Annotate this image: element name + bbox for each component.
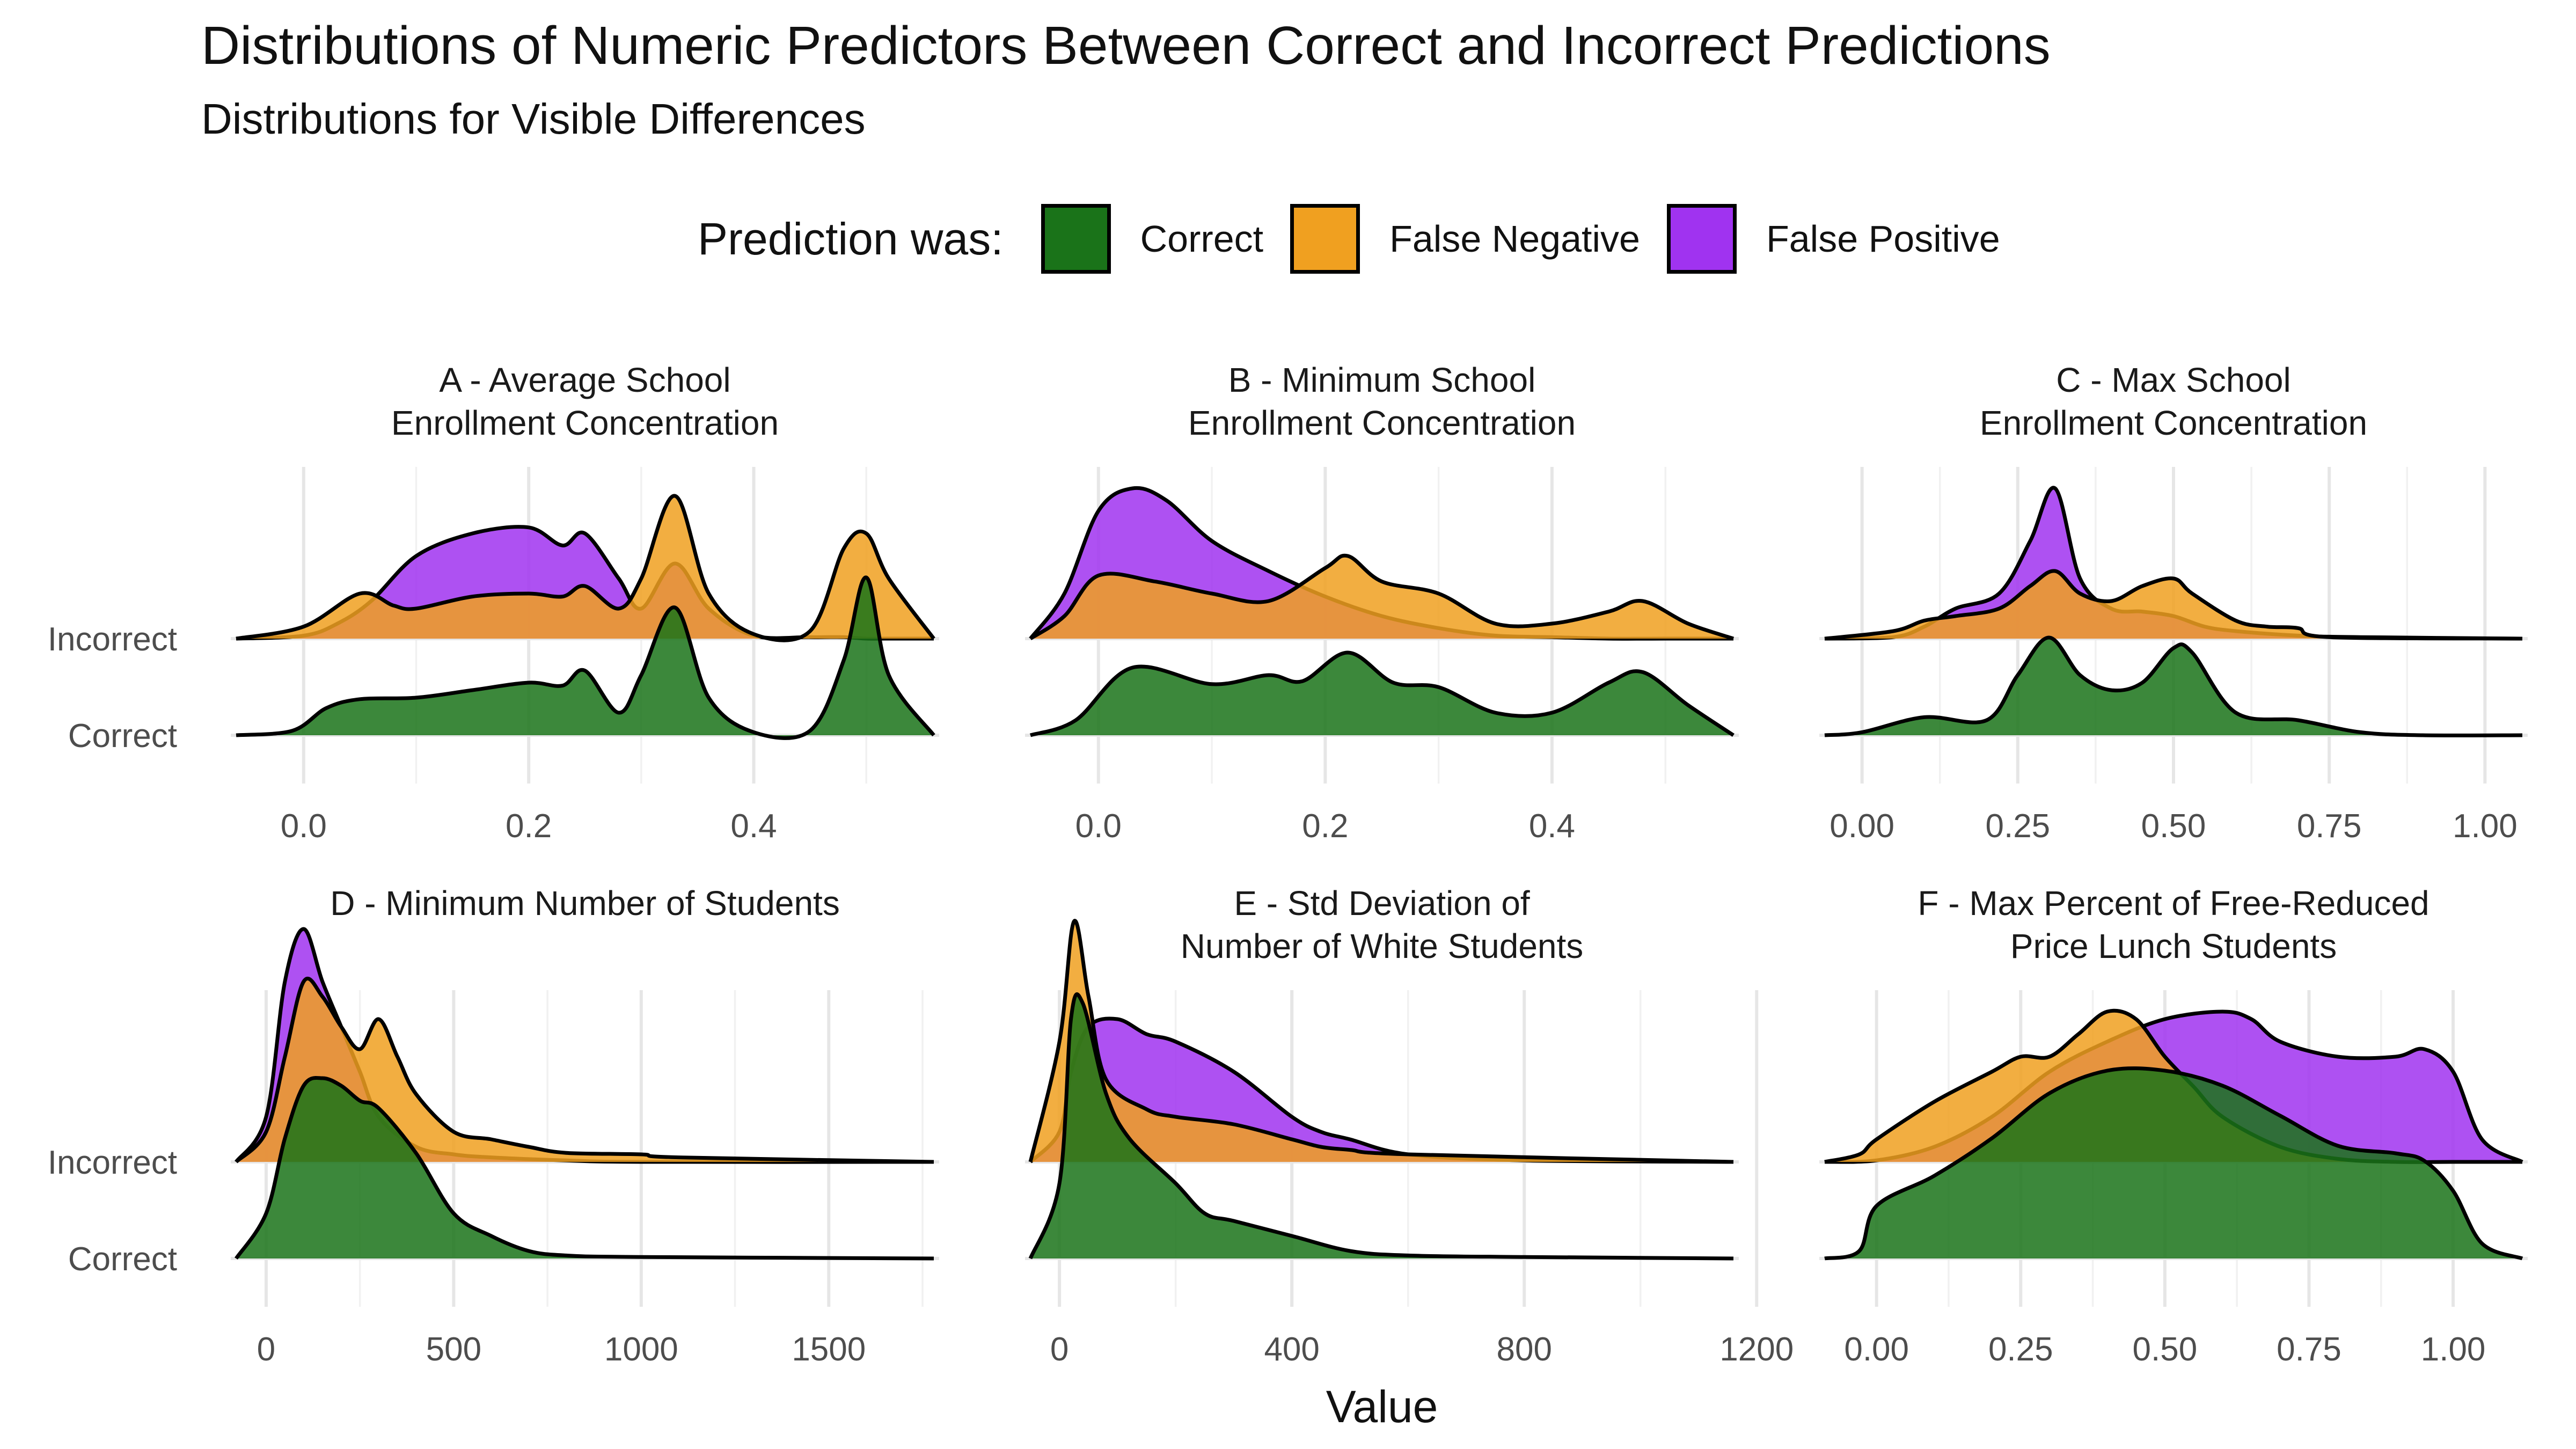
x-tick-label: 0.4 [1529, 808, 1575, 845]
x-tick-label: 0 [1050, 1331, 1069, 1368]
facet-title-line: Price Lunch Students [2010, 927, 2337, 965]
ridge-area-false-positive [1825, 487, 2522, 639]
ridge-line-false-negative [235, 976, 934, 1164]
facet-title-line: F - Max Percent of Free-Reduced [1918, 884, 2429, 923]
legend-item-false-negative: False Negative [1290, 204, 1640, 274]
ridge-area-false-negative [236, 978, 934, 1162]
ridge-line-correct [1028, 992, 1734, 1261]
legend-label-correct: Correct [1140, 218, 1264, 260]
ridge-line-false-negative [1029, 553, 1735, 641]
facet-title-line: Enrollment Concentration [1188, 404, 1576, 442]
ridge-area-correct [1030, 994, 1733, 1258]
x-tick-label: 0.0 [1075, 808, 1122, 845]
y-tick-label-incorrect: Incorrect [48, 1144, 177, 1181]
panel-f-max-percent-of-free-reduced-price-lunch-students: F - Max Percent of Free-Reduced Price Lun… [1819, 884, 2528, 1368]
x-tick-label: 500 [426, 1331, 481, 1368]
legend-key-false-negative [1290, 204, 1360, 274]
x-tick-label: 0.2 [506, 808, 552, 845]
panel-a-average-school-enrollment-concentration: A - Average School Enrollment Concentrati… [231, 361, 939, 845]
ridge-area-correct [1030, 652, 1733, 735]
ridge-area-correct [1825, 638, 2522, 736]
x-tick-label: 0.50 [2141, 808, 2206, 845]
x-tick-label: 0.00 [1829, 808, 1894, 845]
x-tick-label: 0.75 [2277, 1331, 2341, 1368]
ridge-line-correct [235, 1075, 934, 1261]
legend-label-false-positive: False Positive [1766, 218, 2000, 260]
ridge-line-correct [1029, 650, 1735, 737]
x-tick-label: 0.0 [281, 808, 327, 845]
ridge-line-correct [1824, 1066, 2523, 1261]
facet-title-line: A - Average School [439, 361, 730, 399]
y-tick-label-correct: Correct [68, 1241, 177, 1278]
x-tick-label: 0 [257, 1331, 275, 1368]
x-tick-label: 0.4 [730, 808, 777, 845]
ridge-area-false-negative [1030, 555, 1733, 639]
legend-label-false-negative: False Negative [1389, 218, 1640, 260]
ridge-line-correct [236, 575, 935, 740]
legend-key-false-positive [1666, 204, 1737, 274]
x-tick-label: 0.2 [1302, 808, 1348, 845]
y-tick-label-correct: Correct [68, 718, 177, 755]
x-tick-label: 1200 [1719, 1331, 1794, 1368]
facet-title-line: C - Max School [2056, 361, 2290, 399]
legend-key-correct [1041, 204, 1111, 274]
x-tick-label: 1.00 [2453, 808, 2518, 845]
legend: Prediction was: Correct False Negative F… [698, 199, 2027, 279]
ridge-line-false-negative [1824, 569, 2523, 641]
x-tick-label: 0.25 [1988, 1331, 2053, 1368]
x-tick-label: 0.25 [1985, 808, 2050, 845]
legend-title: Prediction was: [698, 213, 1004, 264]
ridge-line-correct [1824, 635, 2523, 737]
x-tick-label: 0.00 [1844, 1331, 1909, 1368]
ridge-area-correct [1825, 1068, 2522, 1258]
ridge-area-correct [236, 1078, 934, 1258]
facet-title-line: D - Minimum Number of Students [330, 884, 840, 923]
x-tick-label: 1500 [792, 1331, 866, 1368]
chart-subtitle: Distributions for Visible Differences [201, 95, 866, 143]
legend-item-false-positive: False Positive [1666, 204, 2000, 274]
chart-title: Distributions of Numeric Predictors Betw… [201, 16, 2051, 76]
x-tick-label: 0.50 [2133, 1331, 2198, 1368]
ridge-area-correct [236, 577, 934, 738]
x-tick-label: 1000 [604, 1331, 678, 1368]
facet-title-line: Enrollment Concentration [1980, 404, 2367, 442]
ridge-line-false-negative [1028, 919, 1734, 1164]
panel-e-std-deviation-of-number-of-white-students: E - Std Deviation of Number of White Stud… [1025, 884, 1794, 1368]
ridge-line-false-negative [236, 494, 935, 642]
x-axis-title: Value [1326, 1381, 1438, 1432]
panel-c-max-school-enrollment-concentration: C - Max School Enrollment Concentration 0.… [1819, 361, 2528, 845]
facet-title-line: B - Minimum School [1228, 361, 1536, 399]
panel-b-minimum-school-enrollment-concentration: B - Minimum School Enrollment Concentrati… [1025, 361, 1739, 845]
ridge-area-false-negative [1825, 570, 2522, 639]
facet-title-line: Number of White Students [1181, 927, 1584, 965]
legend-item-correct: Correct [1041, 204, 1263, 274]
x-tick-label: 400 [1264, 1331, 1319, 1368]
x-tick-label: 0.75 [2297, 808, 2362, 845]
x-tick-label: 800 [1497, 1331, 1552, 1368]
facet-title-line: Enrollment Concentration [391, 404, 779, 442]
x-tick-label: 1.00 [2421, 1331, 2486, 1368]
panel-d-minimum-number-of-students: D - Minimum Number of Students 0 500 1000 15… [231, 884, 939, 1368]
facet-title-line: E - Std Deviation of [1234, 884, 1530, 923]
y-tick-label-incorrect: Incorrect [48, 621, 177, 658]
